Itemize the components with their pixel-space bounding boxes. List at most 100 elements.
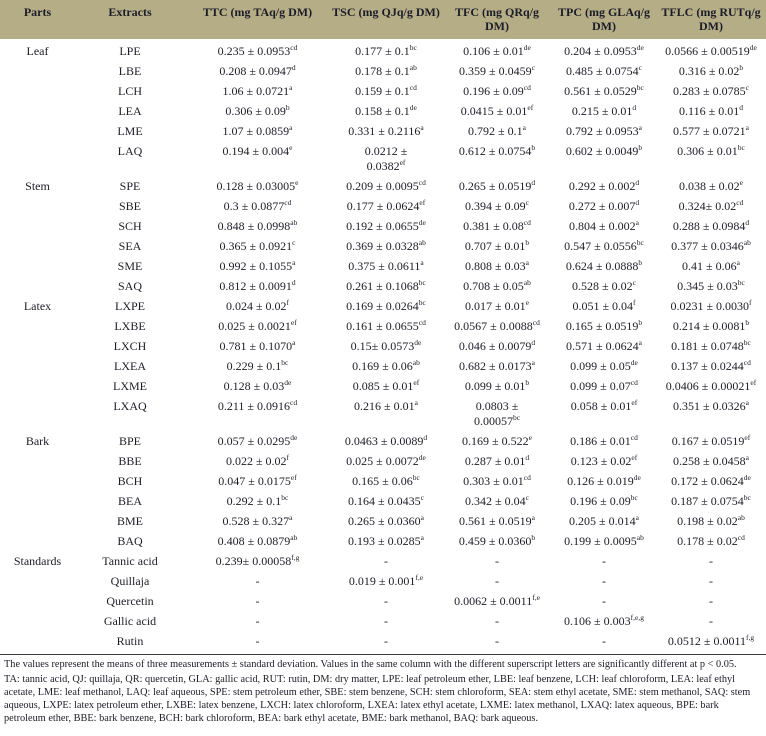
table-row: SBE 0.3 ± 0.0877cd 0.177 ± 0.0624ef 0.394 ±… — [0, 196, 766, 216]
value-cell: 0.287 ± 0.01d — [442, 451, 552, 471]
measurement-value: 0.058 ± 0.01 — [570, 398, 632, 413]
table-row: BEA 0.292 ± 0.1bc 0.164 ± 0.0435c 0.342 ± 0… — [0, 491, 766, 511]
significance-superscript: bc — [409, 42, 417, 52]
value-cell: 0.303 ± 0.01cd — [442, 471, 552, 491]
significance-superscript: b — [525, 377, 530, 387]
measurement-value: 0.0231 ± 0.0030 — [670, 298, 750, 313]
table-row: LAQ 0.194 ± 0.004e 0.0212 ± 0.0382ef 0.612 … — [0, 141, 766, 176]
column-header: TSC (mg QJq/g DM) — [330, 0, 442, 41]
significance-superscript: c — [745, 82, 749, 92]
measurement-value: 0.577 ± 0.0721 — [673, 123, 746, 138]
measurement-value: 0.0567 ± 0.0088 — [454, 318, 533, 333]
significance-superscript: ef — [290, 317, 297, 327]
value-cell: 0.239± 0.00058f,g — [185, 551, 330, 571]
measurement-value: 0.0406 ± 0.00021 — [665, 378, 751, 393]
measurement-value: 0.169 ± 0.06 — [352, 358, 413, 373]
measurement-value: 0.316 ± 0.02 — [678, 63, 740, 78]
significance-superscript: bc — [636, 82, 644, 92]
significance-superscript: cd — [418, 317, 426, 327]
extract-label: BME — [116, 513, 143, 528]
parts-group-label: Standards — [13, 553, 62, 568]
significance-superscript: cd — [523, 472, 531, 482]
significance-superscript: d — [635, 177, 640, 187]
value-cell: 0.808 ± 0.03a — [442, 256, 552, 276]
table-bottom-rule — [0, 654, 766, 655]
measurement-value: 0.158 ± 0.1 — [355, 103, 410, 118]
significance-superscript: e — [528, 432, 532, 442]
measurement-value: 0.547 ± 0.0556 — [564, 238, 637, 253]
table-row: SEA 0.365 ± 0.0921c 0.369 ± 0.0328ab 0.707 … — [0, 236, 766, 256]
extract-label: LME — [117, 123, 143, 138]
value-cell: 0.196 ± 0.09bc — [552, 491, 656, 511]
value-cell: - — [709, 553, 713, 568]
measurement-value: 0.528 ± 0.02 — [572, 278, 633, 293]
measurement-value: 0.047 ± 0.0175 — [218, 473, 291, 488]
value-cell: 0.187 ± 0.0754bc — [656, 491, 766, 511]
value-cell: 0.085 ± 0.01ef — [330, 376, 442, 396]
measurement-value: 0.198 ± 0.02 — [677, 513, 738, 528]
value-cell: 0.126 ± 0.019de — [552, 471, 656, 491]
measurement-value: 0.187 ± 0.0754 — [671, 493, 744, 508]
significance-superscript: bc — [636, 237, 644, 247]
measurement-value: 0.099 ± 0.01 — [464, 378, 526, 393]
value-cell: 1.06 ± 0.0721a — [185, 81, 330, 101]
measurement-value: 0.792 ± 0.0953 — [566, 123, 639, 138]
value-cell: 0.159 ± 0.1cd — [330, 81, 442, 101]
significance-superscript: f — [286, 297, 290, 307]
measurement-value: 0.208 ± 0.0947 — [219, 63, 292, 78]
significance-superscript: b — [638, 257, 643, 267]
value-cell: 0.057 ± 0.0295de — [185, 431, 330, 451]
value-cell: 0.792 ± 0.0953a — [552, 121, 656, 141]
measurement-value: 0.3 ± 0.0877 — [223, 198, 285, 213]
measurement-value: 0.345 ± 0.03 — [677, 278, 738, 293]
value-cell: 0.178 ± 0.1ab — [330, 61, 442, 81]
value-cell: 0.0463 ± 0.0089d — [330, 431, 442, 451]
measurement-value: 0.306 ± 0.01 — [677, 143, 738, 158]
table-row: LME 1.07 ± 0.0859a 0.331 ± 0.2116a 0.792 ± … — [0, 121, 766, 141]
significance-superscript: ab — [636, 532, 644, 542]
extract-label: BBE — [118, 453, 142, 468]
extract-label: SPE — [119, 178, 141, 193]
significance-superscript: a — [420, 122, 424, 132]
value-cell: 0.165 ± 0.0519b — [552, 316, 656, 336]
significance-superscript: ab — [737, 512, 745, 522]
significance-superscript: bc — [412, 472, 420, 482]
value-cell: 0.792 ± 0.1a — [442, 121, 552, 141]
measurement-value: 0.051 ± 0.04 — [572, 298, 634, 313]
value-cell: - — [495, 613, 499, 628]
significance-superscript: a — [292, 337, 296, 347]
value-cell: 0.0406 ± 0.00021ef — [656, 376, 766, 396]
measurement-value: 0.485 ± 0.0754 — [566, 63, 639, 78]
significance-superscript: c — [531, 62, 535, 72]
measurement-value: 0.265 ± 0.0360 — [348, 513, 421, 528]
measurement-value: 0.017 ± 0.01 — [465, 298, 526, 313]
value-cell: 0.208 ± 0.0947d — [185, 61, 330, 81]
measurement-value: 0.099 ± 0.07 — [570, 378, 631, 393]
significance-superscript: a — [289, 512, 293, 522]
measurement-value: 0.0463 ± 0.0089 — [344, 433, 424, 448]
value-cell: 0.602 ± 0.0049b — [552, 141, 656, 176]
measurement-value: 0.229 ± 0.1 — [226, 358, 282, 373]
value-cell: 0.0803 ± 0.00057bc — [442, 396, 552, 431]
table-row: Gallic acid - - - 0.106 ± 0.003f,e,g - — [0, 611, 766, 631]
measurement-value: 0.172 ± 0.0624 — [671, 473, 744, 488]
value-cell: 0.211 ± 0.0916cd — [185, 396, 330, 431]
value-cell: 0.781 ± 0.1070a — [185, 336, 330, 356]
value-cell: - — [709, 613, 713, 628]
value-cell: 0.682 ± 0.0173a — [442, 356, 552, 376]
value-cell: 0.0212 ± 0.0382ef — [330, 141, 442, 176]
significance-superscript: cd — [290, 397, 298, 407]
parts-group-label: Bark — [25, 433, 50, 448]
significance-superscript: b — [638, 142, 643, 152]
significance-superscript: cd — [630, 377, 638, 387]
extract-label: LXCH — [113, 338, 147, 353]
table-row: LCH 1.06 ± 0.0721a 0.159 ± 0.1cd 0.196 ± 0.… — [0, 81, 766, 101]
value-cell: 0.324± 0.02cd — [656, 196, 766, 216]
measurement-value: 0.394 ± 0.09 — [465, 198, 526, 213]
measurement-value: 0.211 ± 0.0916 — [217, 398, 291, 413]
measurement-value: 0.193 ± 0.0285 — [348, 533, 421, 548]
value-cell: - — [255, 613, 260, 628]
value-cell: - — [384, 633, 388, 648]
significance-superscript: bc — [281, 357, 289, 367]
extract-label: Rutin — [116, 633, 144, 648]
